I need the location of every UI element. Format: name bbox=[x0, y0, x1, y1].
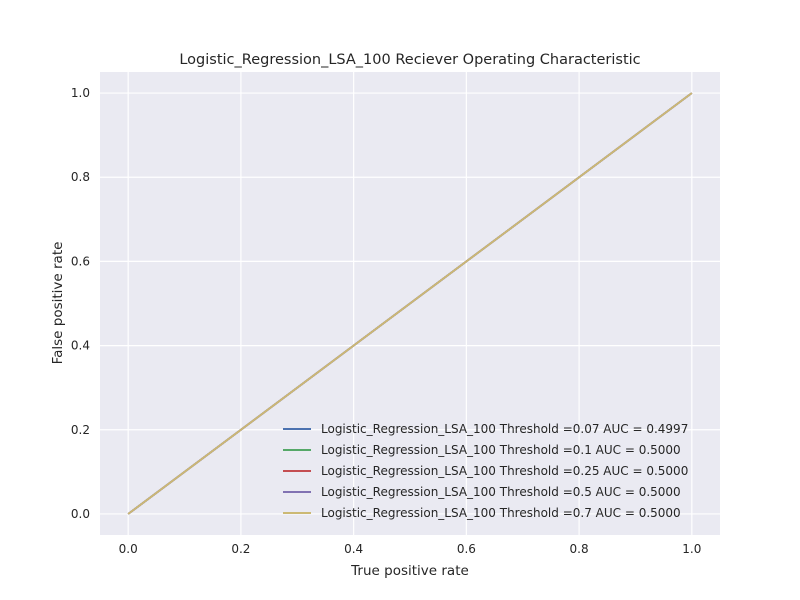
y-axis-ticks: 0.0 0.2 0.4 0.6 0.8 1.0 bbox=[71, 86, 90, 521]
x-tick-label: 0.2 bbox=[231, 542, 250, 556]
y-tick-label: 0.4 bbox=[71, 339, 90, 353]
legend-entry-2: Logistic_Regression_LSA_100 Threshold =0… bbox=[321, 443, 681, 457]
series-lines bbox=[127, 92, 693, 515]
x-tick-label: 0.6 bbox=[457, 542, 476, 556]
y-tick-label: 1.0 bbox=[71, 86, 90, 100]
y-tick-label: 0.6 bbox=[71, 254, 90, 268]
x-tick-label: 0.8 bbox=[570, 542, 589, 556]
legend-entry-5: Logistic_Regression_LSA_100 Threshold =0… bbox=[321, 506, 681, 520]
y-tick-label: 0.2 bbox=[71, 423, 90, 437]
y-axis-label: False positive rate bbox=[50, 242, 66, 365]
x-tick-label: 0.0 bbox=[119, 542, 138, 556]
y-tick-label: 0.8 bbox=[71, 170, 90, 184]
legend-entry-3: Logistic_Regression_LSA_100 Threshold =0… bbox=[321, 464, 688, 478]
x-axis-label: True positive rate bbox=[350, 563, 469, 579]
series-line-5 bbox=[127, 92, 693, 515]
legend: Logistic_Regression_LSA_100 Threshold =0… bbox=[283, 422, 688, 520]
x-axis-ticks: 0.0 0.2 0.4 0.6 0.8 1.0 bbox=[119, 542, 702, 556]
x-tick-label: 1.0 bbox=[682, 542, 701, 556]
y-tick-label: 0.0 bbox=[71, 507, 90, 521]
chart-title: Logistic_Regression_LSA_100 Reciever Ope… bbox=[179, 52, 640, 68]
grid bbox=[100, 72, 720, 535]
x-tick-label: 0.4 bbox=[344, 542, 363, 556]
legend-entry-4: Logistic_Regression_LSA_100 Threshold =0… bbox=[321, 485, 681, 499]
legend-entry-1: Logistic_Regression_LSA_100 Threshold =0… bbox=[321, 422, 688, 436]
